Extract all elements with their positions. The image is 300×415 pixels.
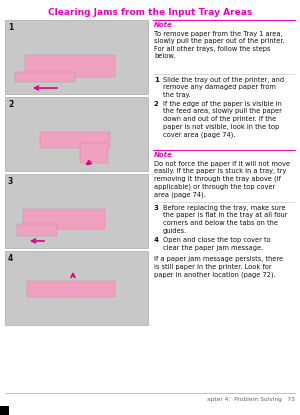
Text: 4: 4 [8,254,13,263]
Text: To remove paper from the Tray 1 area,
slowly pull the paper out of the printer.
: To remove paper from the Tray 1 area, sl… [154,31,285,59]
Bar [80,143,108,163]
Text: Open and close the top cover to
clear the paper jam message.: Open and close the top cover to clear th… [163,237,271,251]
Text: 3: 3 [154,205,159,211]
Bar [5,174,148,248]
Text: Note: Note [154,22,173,28]
Text: Slide the tray out of the printer, and
remove any damaged paper from
the tray.: Slide the tray out of the printer, and r… [163,77,284,98]
Text: Do not force the paper if it will not move
easily. If the paper is stuck in a tr: Do not force the paper if it will not mo… [154,161,290,198]
Bar [15,72,75,82]
Text: Note: Note [154,152,173,158]
Bar [40,132,110,148]
Bar [5,251,148,325]
Bar [23,209,105,229]
Bar [5,20,148,94]
Bar [0,406,9,415]
Text: Before replacing the tray, make sure
the paper is flat in the tray at all four
c: Before replacing the tray, make sure the… [163,205,287,234]
Text: 1: 1 [154,77,159,83]
Text: 2: 2 [154,101,159,107]
Text: apter 4:  Problem Solving   73: apter 4: Problem Solving 73 [207,397,295,402]
Bar [17,224,57,236]
Text: If a paper jam message persists, there
is still paper in the printer. Look for
p: If a paper jam message persists, there i… [154,256,283,278]
Text: Clearing Jams from the Input Tray Areas: Clearing Jams from the Input Tray Areas [48,8,252,17]
Bar [25,55,115,77]
Bar [5,97,148,171]
Text: 4: 4 [154,237,159,243]
Text: 2: 2 [8,100,13,109]
Text: 3: 3 [8,177,13,186]
Text: If the edge of the paper is visible in
the feed area, slowly pull the paper
down: If the edge of the paper is visible in t… [163,101,282,137]
Bar [27,281,115,297]
Text: 1: 1 [8,23,13,32]
